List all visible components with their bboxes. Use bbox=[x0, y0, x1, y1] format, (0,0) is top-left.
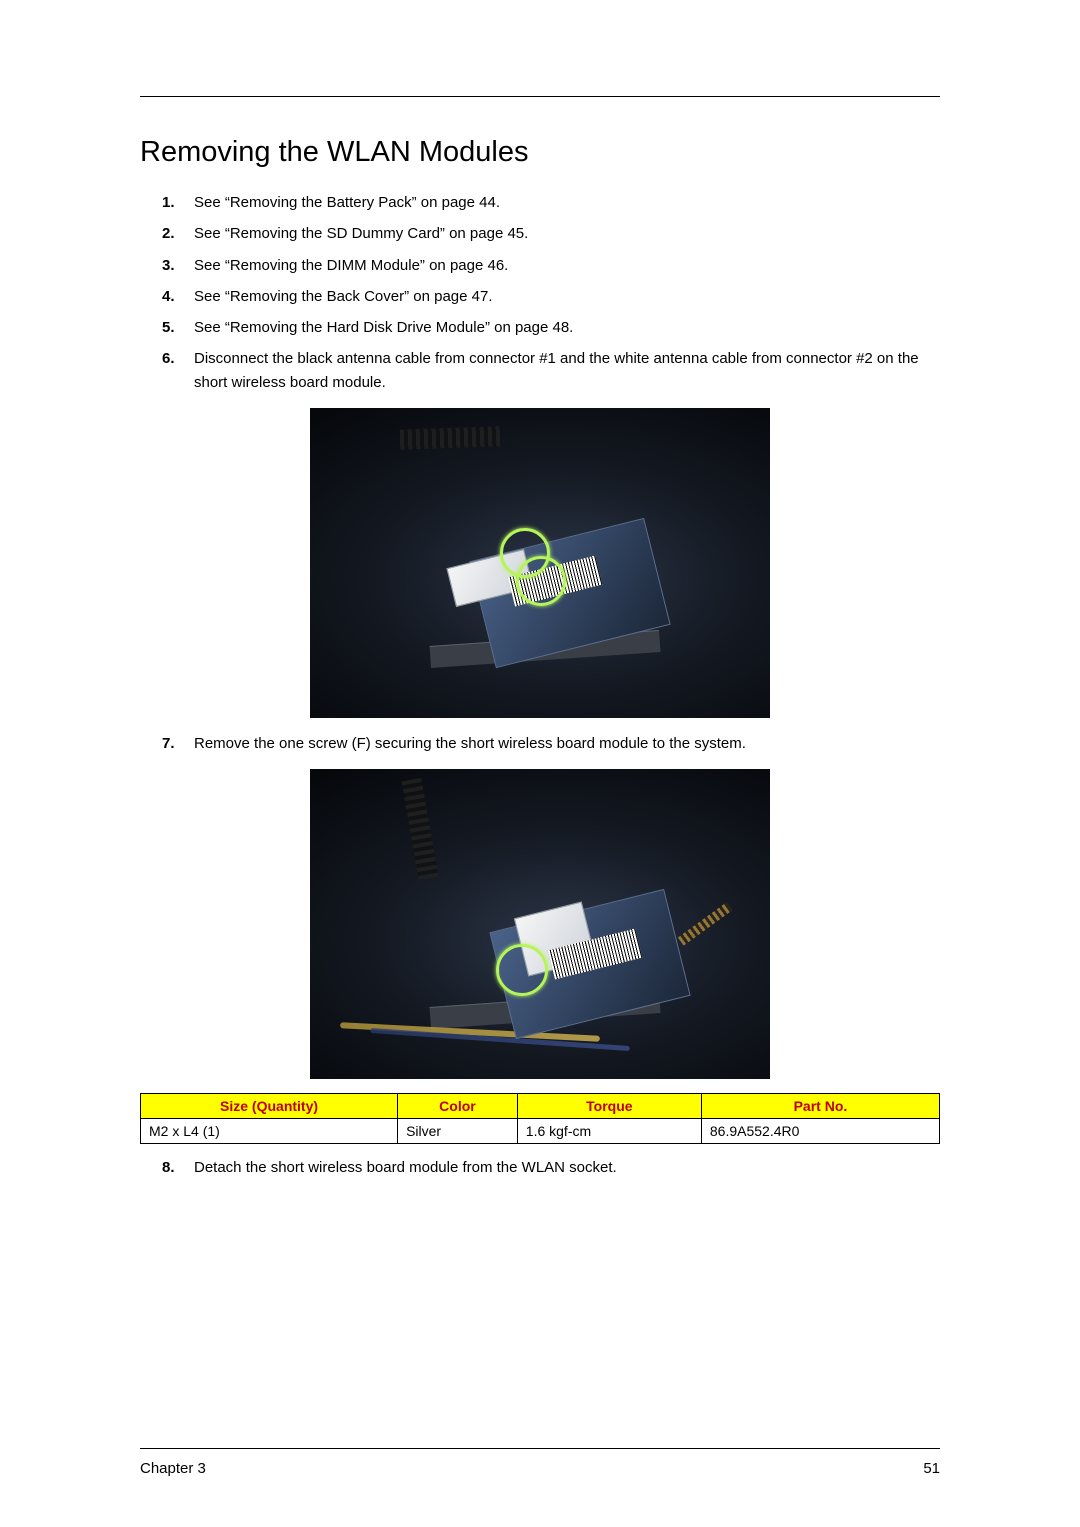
cell-color: Silver bbox=[398, 1119, 518, 1144]
table-header-row: Size (Quantity) Color Torque Part No. bbox=[141, 1094, 940, 1119]
step-text: See “Removing the Hard Disk Drive Module… bbox=[194, 319, 573, 336]
cell-torque: 1.6 kgf-cm bbox=[517, 1119, 701, 1144]
step-number: 7. bbox=[162, 732, 175, 755]
header-rule bbox=[140, 96, 940, 97]
step-list: 8. Detach the short wireless board modul… bbox=[162, 1156, 940, 1179]
step-number: 1. bbox=[162, 191, 175, 214]
content: Removing the WLAN Modules 1. See “Removi… bbox=[140, 88, 940, 1179]
step-number: 5. bbox=[162, 316, 175, 339]
step-2: 2. See “Removing the SD Dummy Card” on p… bbox=[162, 222, 940, 245]
step-number: 3. bbox=[162, 254, 175, 277]
page-title: Removing the WLAN Modules bbox=[140, 136, 940, 169]
page: Removing the WLAN Modules 1. See “Removi… bbox=[0, 0, 1080, 1527]
step-4: 4. See “Removing the Back Cover” on page… bbox=[162, 285, 940, 308]
highlight-circle-icon bbox=[516, 556, 566, 606]
step-number: 2. bbox=[162, 222, 175, 245]
step-text: See “Removing the SD Dummy Card” on page… bbox=[194, 225, 528, 242]
cell-part: 86.9A552.4R0 bbox=[701, 1119, 939, 1144]
step-text: Detach the short wireless board module f… bbox=[194, 1159, 617, 1176]
step-1: 1. See “Removing the Battery Pack” on pa… bbox=[162, 191, 940, 214]
col-color: Color bbox=[398, 1094, 518, 1119]
step-list: 7. Remove the one screw (F) securing the… bbox=[162, 732, 940, 755]
col-torque: Torque bbox=[517, 1094, 701, 1119]
footer: Chapter 3 51 bbox=[140, 1460, 940, 1477]
col-size: Size (Quantity) bbox=[141, 1094, 398, 1119]
step-text: Remove the one screw (F) securing the sh… bbox=[194, 735, 746, 752]
footer-rule bbox=[140, 1448, 940, 1449]
col-part: Part No. bbox=[701, 1094, 939, 1119]
step-text: Disconnect the black antenna cable from … bbox=[194, 350, 919, 390]
cell-size: M2 x L4 (1) bbox=[141, 1119, 398, 1144]
page-number: 51 bbox=[923, 1460, 940, 1477]
table-row: M2 x L4 (1) Silver 1.6 kgf-cm 86.9A552.4… bbox=[141, 1119, 940, 1144]
screw-spec-table: Size (Quantity) Color Torque Part No. M2… bbox=[140, 1093, 940, 1144]
chapter-label: Chapter 3 bbox=[140, 1460, 206, 1477]
step-number: 4. bbox=[162, 285, 175, 308]
step-text: See “Removing the DIMM Module” on page 4… bbox=[194, 257, 508, 274]
step-text: See “Removing the Back Cover” on page 47… bbox=[194, 288, 493, 305]
chassis-texture bbox=[400, 426, 501, 449]
figure-screw-location bbox=[310, 769, 770, 1079]
step-3: 3. See “Removing the DIMM Module” on pag… bbox=[162, 254, 940, 277]
step-number: 8. bbox=[162, 1156, 175, 1179]
step-list: 1. See “Removing the Battery Pack” on pa… bbox=[162, 191, 940, 394]
step-8: 8. Detach the short wireless board modul… bbox=[162, 1156, 940, 1179]
step-number: 6. bbox=[162, 347, 175, 370]
step-5: 5. See “Removing the Hard Disk Drive Mod… bbox=[162, 316, 940, 339]
figure-antenna-connectors bbox=[310, 408, 770, 718]
step-text: See “Removing the Battery Pack” on page … bbox=[194, 194, 500, 211]
step-7: 7. Remove the one screw (F) securing the… bbox=[162, 732, 940, 755]
step-6: 6. Disconnect the black antenna cable fr… bbox=[162, 347, 940, 394]
highlight-circle-icon bbox=[496, 944, 548, 996]
